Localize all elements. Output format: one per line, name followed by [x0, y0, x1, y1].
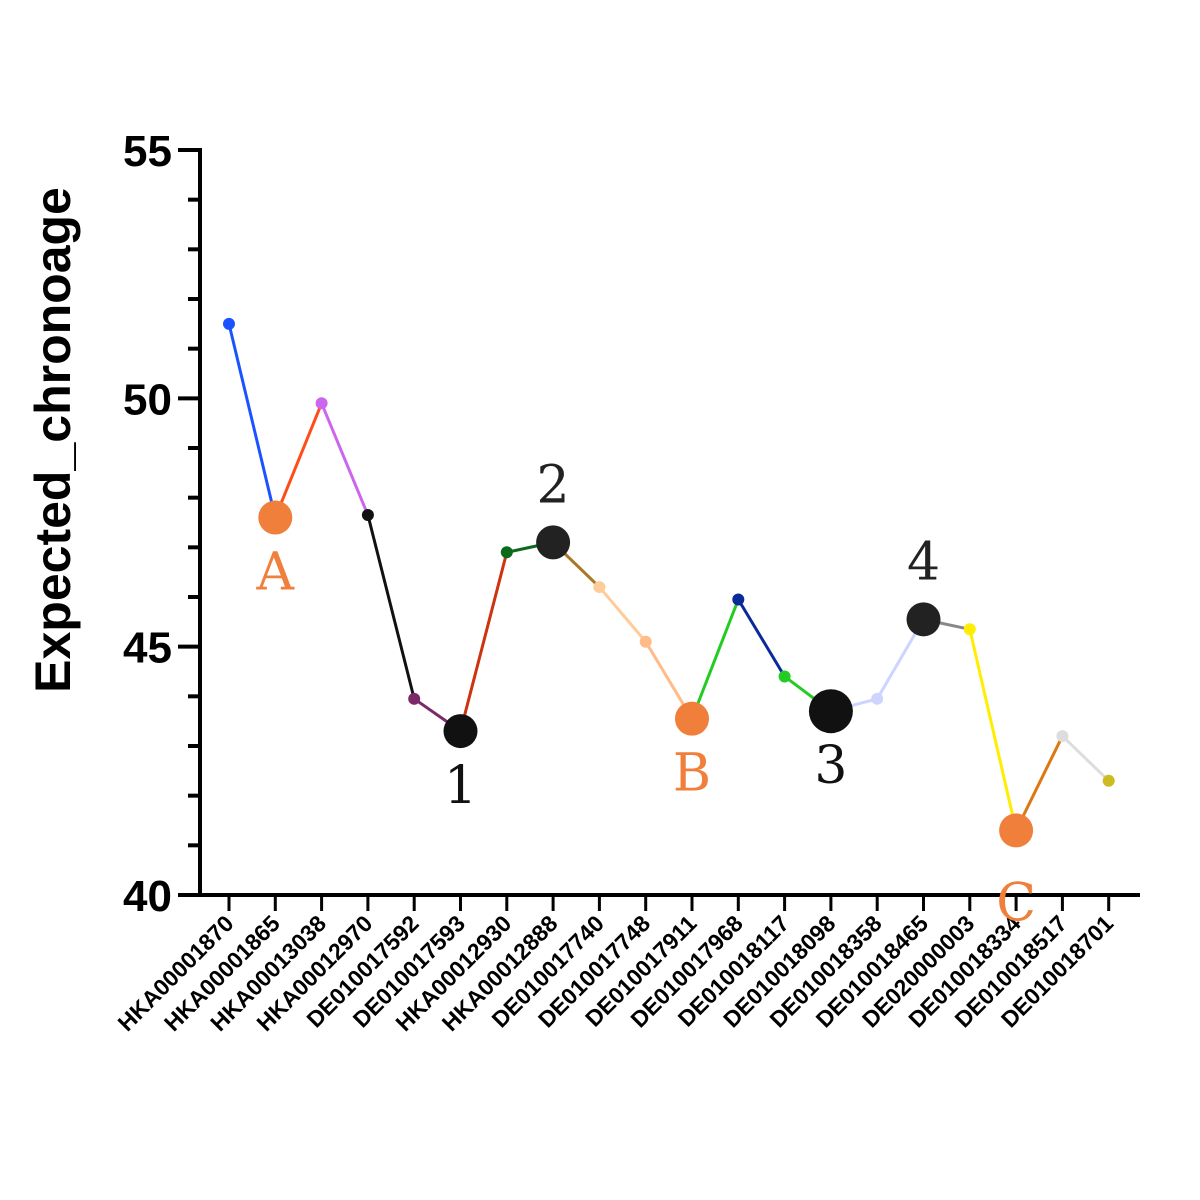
y-tick-label: 55 [123, 127, 172, 176]
data-point [223, 317, 235, 330]
data-point [593, 581, 606, 594]
data-point [1056, 730, 1069, 743]
data-point [639, 635, 652, 648]
data-points [223, 317, 1115, 837]
line-segment [227, 323, 277, 518]
highlight-marker [443, 714, 478, 749]
line-segment [968, 628, 1018, 831]
line-segment [459, 551, 509, 732]
line-segment [737, 598, 786, 678]
highlight-marker [808, 689, 853, 734]
annotation-label: B [673, 744, 711, 804]
annotation-label: C [996, 873, 1036, 933]
highlight-marker [675, 701, 709, 736]
y-axis-label: Expected_chronoage [25, 187, 81, 693]
line-segment [366, 514, 416, 700]
annotations: A 1 2 B 3 4 C [256, 455, 1036, 933]
data-point [361, 509, 374, 522]
data-point [778, 670, 791, 683]
annotation-label: 1 [444, 756, 477, 816]
y-tick-label: 40 [123, 872, 172, 921]
line-segment [598, 586, 647, 643]
y-tick-label: 45 [123, 624, 172, 673]
data-point [963, 623, 976, 636]
annotation-label: 4 [907, 532, 940, 592]
axes: 40455055HKA00001870HKA00001865HKA0001303… [113, 127, 1140, 1036]
data-point [500, 546, 513, 559]
annotation-label: 3 [814, 736, 847, 796]
line-segment [1061, 734, 1110, 782]
annotation-label: A [256, 543, 296, 603]
data-point [732, 593, 745, 606]
line-segment [320, 402, 370, 516]
data-point [871, 692, 884, 705]
line-segment [273, 402, 323, 519]
data-point [315, 397, 328, 410]
highlight-marker [258, 500, 293, 535]
highlight-marker [906, 602, 941, 637]
line-segment [1014, 735, 1064, 832]
annotation-label: 2 [537, 455, 570, 515]
series-line [227, 323, 1110, 832]
data-point [408, 692, 421, 705]
highlight-marker [999, 813, 1034, 848]
data-point [1102, 774, 1115, 787]
highlight-marker [536, 525, 571, 560]
y-tick-label: 50 [123, 375, 172, 424]
line-segment [690, 598, 740, 720]
